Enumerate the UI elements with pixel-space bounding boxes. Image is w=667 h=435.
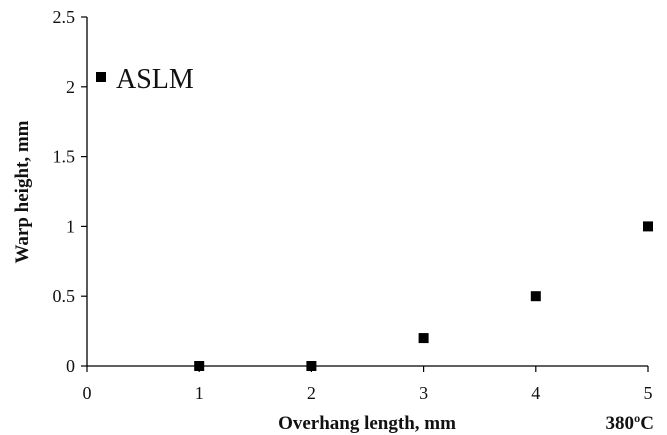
y-tick-label: 0 <box>66 356 75 376</box>
legend-marker-square <box>96 72 106 82</box>
y-tick-label: 1.5 <box>53 147 76 167</box>
data-point <box>530 291 541 302</box>
data-point <box>306 361 317 371</box>
y-ticks: 0 0.5 1 1.5 2 2.5 <box>53 7 87 376</box>
x-ticks: 0 1 2 3 4 5 <box>83 366 653 403</box>
x-axis-title: Overhang length, mm <box>278 413 456 434</box>
x-tick-label: 1 <box>195 383 204 403</box>
data-point <box>643 221 653 232</box>
x-tick-label: 2 <box>307 383 316 403</box>
y-tick-label: 2 <box>66 77 75 97</box>
data-point <box>418 333 429 344</box>
y-tick-label: 0.5 <box>53 286 76 306</box>
x-tick-label: 3 <box>419 383 428 403</box>
y-axis-title: Warp height, mm <box>12 120 33 263</box>
axes <box>86 17 648 367</box>
data-points <box>194 221 653 371</box>
x-tick-label: 0 <box>83 383 92 403</box>
temperature-annotation: 380ºC <box>606 413 655 434</box>
legend: ASLM <box>96 64 194 95</box>
x-tick-label: 4 <box>531 383 540 403</box>
x-tick-label: 5 <box>644 383 653 403</box>
data-point <box>194 361 205 371</box>
y-tick-label: 2.5 <box>53 7 76 27</box>
y-tick-label: 1 <box>66 216 75 236</box>
legend-label: ASLM <box>116 64 194 95</box>
